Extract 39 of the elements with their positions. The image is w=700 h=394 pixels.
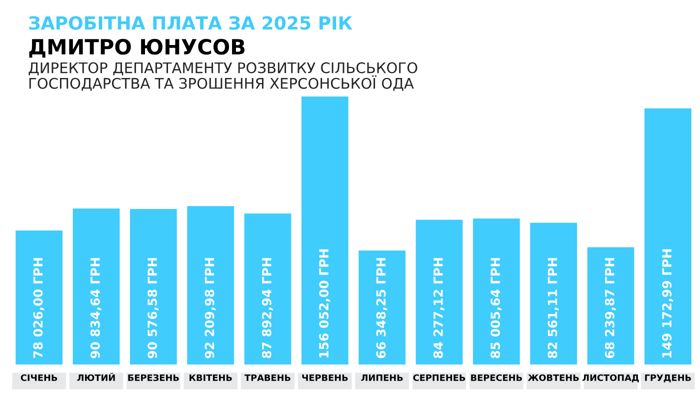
data-label: 87 892,94 ГРН (262, 258, 273, 358)
chart-subtitle: ДМИТРО ЮНУСОВ (29, 38, 245, 58)
text: ДИРЕКТОР ДЕПАРТАМЕНТУ РОЗВИТКУ СІЛЬСЬКОГО ГОСПОДАРСТВА ТА ЗРОШЕННЯ ХЕРСОНСЬКОЇ ОДА (28, 62, 418, 91)
bar (16, 230, 63, 364)
data-label: 78 026,00 ГРН (33, 258, 44, 358)
bar (130, 208, 177, 364)
x-tick-label: БЕРЕЗЕНЬ (128, 374, 179, 382)
data-label: 84 277,12 ГРН (433, 258, 444, 358)
bar (472, 218, 520, 364)
x-tick-label: ЛЮТИЙ (77, 372, 115, 382)
x-tick-label: ЧЕРВЕНЬ (302, 374, 348, 381)
data-label: 149 172,99 ГРН (662, 249, 674, 358)
bar (530, 222, 578, 364)
bar (244, 214, 292, 364)
bar (644, 108, 692, 364)
x-tick-label: ЖОВТЕНЬ (528, 374, 579, 382)
bar (416, 220, 463, 364)
data-label: 90 834,64 ГРН (90, 258, 102, 358)
bar (587, 247, 634, 364)
data-label: 68 239,87 ГРН (604, 258, 616, 358)
data-label: 66 348,25 ГРН (376, 258, 388, 358)
x-tick-label: ГРУДЕНЬ (645, 374, 691, 382)
x-tick-label: ЛИПЕНЬ (361, 374, 403, 381)
x-tick-label: ТРАВЕНЬ (244, 374, 290, 381)
data-label: 156 052,00 ГРН (319, 249, 330, 358)
x-tick-label: СІЧЕНЬ (20, 374, 58, 382)
x-tick-label: СЕРПЕНЕЬ (413, 374, 466, 382)
data-label: 85 005,64 ГРН (490, 258, 502, 358)
bar (301, 96, 348, 364)
chart-title: ЗАРОБІТНА ПЛАТА ЗА 2025 РІК (29, 16, 352, 30)
bar (358, 250, 406, 364)
x-tick-label: ВЕРЕСЕНЬ (471, 374, 522, 382)
bar (187, 206, 234, 364)
data-label: 90 576,58 ГРН (148, 258, 159, 358)
data-label: 82 561,11 ГРН (548, 258, 559, 358)
bar (72, 208, 120, 364)
data-label: 92 209,98 ГРН (204, 258, 216, 358)
x-tick-label: КВІТЕНЬ (190, 374, 232, 381)
x-tick-label: ЛИСТОПАД (582, 374, 639, 382)
